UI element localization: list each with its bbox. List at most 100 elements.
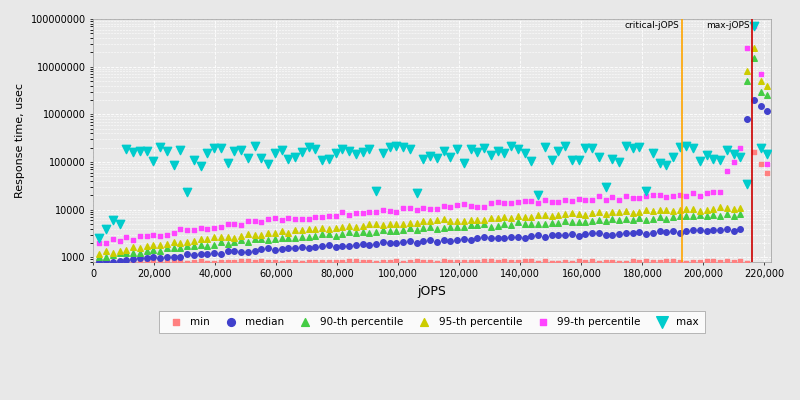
max — [505, 143, 518, 149]
90-th percentile — [167, 245, 180, 251]
min — [640, 258, 653, 264]
95-th percentile — [350, 223, 362, 230]
95-th percentile — [93, 251, 106, 258]
min — [626, 258, 639, 264]
99-th percentile — [106, 236, 119, 242]
min — [430, 260, 443, 266]
99-th percentile — [586, 196, 598, 203]
min — [572, 258, 585, 264]
95-th percentile — [458, 218, 470, 224]
95-th percentile — [572, 210, 585, 217]
95-th percentile — [417, 218, 430, 224]
90-th percentile — [114, 250, 126, 256]
max — [228, 148, 241, 154]
99-th percentile — [255, 219, 268, 226]
min — [100, 259, 113, 266]
min — [714, 259, 726, 266]
max — [606, 156, 618, 162]
min — [687, 259, 700, 266]
median — [498, 235, 510, 241]
90-th percentile — [363, 230, 376, 237]
99-th percentile — [356, 210, 369, 216]
95-th percentile — [336, 224, 349, 231]
median — [640, 230, 653, 237]
max — [430, 155, 443, 162]
90-th percentile — [397, 227, 410, 233]
90-th percentile — [458, 224, 470, 231]
90-th percentile — [552, 220, 565, 226]
max — [700, 152, 713, 158]
90-th percentile — [538, 220, 551, 227]
99-th percentile — [761, 161, 774, 167]
90-th percentile — [187, 243, 200, 250]
min — [464, 259, 477, 266]
95-th percentile — [599, 210, 612, 217]
99-th percentile — [242, 218, 254, 224]
99-th percentile — [234, 221, 247, 228]
95-th percentile — [275, 228, 288, 234]
median — [437, 236, 450, 243]
min — [734, 258, 747, 264]
min — [558, 258, 571, 265]
min — [747, 149, 760, 156]
median — [660, 229, 673, 235]
median — [214, 251, 227, 258]
max — [592, 154, 605, 160]
median — [545, 232, 558, 238]
99-th percentile — [491, 199, 504, 205]
90-th percentile — [599, 218, 612, 224]
min — [727, 258, 740, 265]
max — [666, 154, 679, 160]
95-th percentile — [403, 220, 416, 226]
median — [572, 233, 585, 239]
min — [552, 260, 565, 266]
90-th percentile — [208, 241, 221, 248]
median — [721, 226, 734, 232]
95-th percentile — [646, 207, 659, 214]
90-th percentile — [194, 242, 207, 249]
95-th percentile — [363, 221, 376, 227]
min — [322, 259, 335, 265]
max — [114, 221, 126, 227]
90-th percentile — [100, 254, 113, 260]
95-th percentile — [100, 248, 113, 254]
90-th percentile — [586, 218, 598, 224]
99-th percentile — [403, 204, 416, 211]
min — [566, 260, 578, 266]
95-th percentile — [558, 211, 571, 217]
median — [194, 251, 207, 257]
99-th percentile — [694, 192, 706, 199]
median — [680, 228, 693, 234]
95-th percentile — [660, 207, 673, 213]
min — [417, 259, 430, 265]
95-th percentile — [747, 44, 760, 51]
95-th percentile — [761, 82, 774, 89]
min — [350, 258, 362, 264]
99-th percentile — [437, 202, 450, 209]
99-th percentile — [525, 198, 538, 204]
max — [397, 144, 410, 150]
max — [222, 160, 234, 166]
max — [383, 144, 396, 150]
max — [498, 149, 510, 156]
min — [383, 259, 396, 265]
90-th percentile — [106, 252, 119, 258]
median — [734, 226, 747, 232]
median — [613, 231, 626, 238]
max — [761, 150, 774, 157]
max — [538, 144, 551, 150]
95-th percentile — [208, 234, 221, 240]
max — [309, 146, 322, 152]
median — [653, 228, 666, 234]
90-th percentile — [640, 217, 653, 223]
min — [450, 258, 463, 265]
95-th percentile — [390, 221, 402, 227]
90-th percentile — [485, 223, 498, 230]
median — [100, 258, 113, 264]
min — [586, 258, 598, 264]
90-th percentile — [242, 238, 254, 245]
median — [552, 232, 565, 238]
90-th percentile — [558, 218, 571, 224]
95-th percentile — [491, 215, 504, 222]
95-th percentile — [269, 230, 282, 236]
